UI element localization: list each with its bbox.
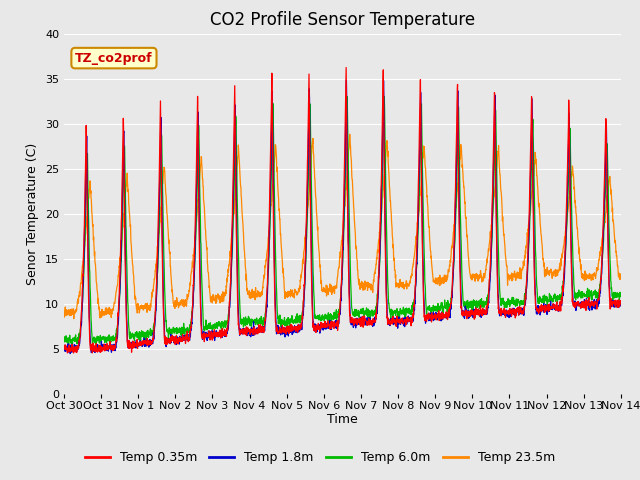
Text: TZ_co2prof: TZ_co2prof xyxy=(75,51,153,65)
Title: CO2 Profile Sensor Temperature: CO2 Profile Sensor Temperature xyxy=(210,11,475,29)
Legend: Temp 0.35m, Temp 1.8m, Temp 6.0m, Temp 23.5m: Temp 0.35m, Temp 1.8m, Temp 6.0m, Temp 2… xyxy=(79,446,561,469)
X-axis label: Time: Time xyxy=(327,413,358,426)
Y-axis label: Senor Temperature (C): Senor Temperature (C) xyxy=(26,143,40,285)
